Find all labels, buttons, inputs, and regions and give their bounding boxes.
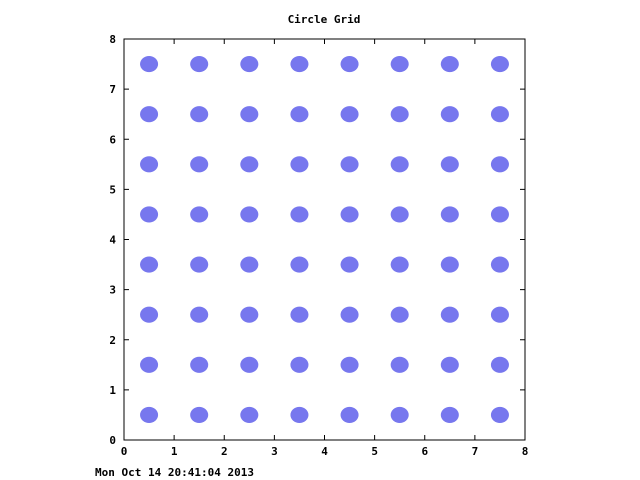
data-point	[140, 106, 159, 123]
y-tick-label: 2	[109, 334, 116, 347]
y-tick-label: 5	[109, 183, 116, 196]
data-point	[190, 306, 209, 323]
x-tick-label: 0	[121, 445, 128, 458]
data-point	[190, 56, 209, 73]
y-tick-label: 6	[109, 133, 116, 146]
data-point	[390, 56, 409, 73]
data-point	[240, 306, 259, 323]
data-point	[490, 106, 509, 123]
data-point	[390, 406, 409, 423]
data-point	[240, 256, 259, 273]
y-tick-label: 0	[109, 434, 116, 447]
data-point	[140, 306, 159, 323]
data-point	[390, 156, 409, 173]
x-tick-label: 8	[522, 445, 529, 458]
data-point	[290, 406, 309, 423]
data-point	[440, 156, 459, 173]
data-point	[340, 356, 359, 373]
data-point	[240, 156, 259, 173]
y-tick-label: 1	[109, 384, 116, 397]
data-point	[490, 156, 509, 173]
data-point	[140, 356, 159, 373]
data-point	[340, 56, 359, 73]
data-point	[490, 306, 509, 323]
data-point	[290, 56, 309, 73]
x-tick-label: 7	[472, 445, 479, 458]
x-tick-label: 2	[221, 445, 228, 458]
data-point	[190, 256, 209, 273]
data-point	[240, 56, 259, 73]
data-point	[190, 106, 209, 123]
data-point	[140, 206, 159, 223]
data-point	[340, 406, 359, 423]
data-point	[290, 206, 309, 223]
data-point	[490, 406, 509, 423]
data-point	[190, 356, 209, 373]
data-point	[440, 306, 459, 323]
plot-area-frame	[123, 38, 526, 441]
data-point	[290, 306, 309, 323]
data-point	[140, 56, 159, 73]
y-tick-label: 3	[109, 284, 116, 297]
data-point	[390, 256, 409, 273]
data-point	[440, 206, 459, 223]
data-point	[490, 56, 509, 73]
data-point	[140, 156, 159, 173]
data-point	[490, 206, 509, 223]
data-point	[340, 256, 359, 273]
data-point	[440, 56, 459, 73]
data-point	[240, 356, 259, 373]
data-point	[190, 406, 209, 423]
data-point	[490, 356, 509, 373]
data-point	[440, 356, 459, 373]
data-point	[290, 106, 309, 123]
x-tick-label: 1	[171, 445, 178, 458]
data-point	[290, 156, 309, 173]
data-points	[140, 56, 509, 423]
data-point	[190, 156, 209, 173]
data-point	[440, 256, 459, 273]
x-tick-label: 6	[421, 445, 428, 458]
data-point	[190, 206, 209, 223]
data-point	[340, 206, 359, 223]
x-tick-label: 4	[321, 445, 328, 458]
data-point	[340, 156, 359, 173]
data-point	[340, 306, 359, 323]
axis-ticks: 0 1 2 3 4 5 6 7 8 0 1 2 3 4 5 6 7 8	[109, 33, 528, 458]
data-point	[490, 256, 509, 273]
timestamp: Mon Oct 14 20:41:04 2013	[95, 466, 254, 479]
data-point	[390, 356, 409, 373]
chart-title: Circle Grid	[288, 13, 361, 26]
y-tick-label: 8	[109, 33, 116, 46]
x-tick-label: 3	[271, 445, 278, 458]
data-point	[240, 206, 259, 223]
data-point	[140, 406, 159, 423]
data-point	[340, 106, 359, 123]
y-tick-label: 7	[109, 83, 116, 96]
data-point	[240, 406, 259, 423]
data-point	[140, 256, 159, 273]
x-tick-label: 5	[371, 445, 378, 458]
data-point	[290, 356, 309, 373]
data-point	[390, 206, 409, 223]
data-point	[440, 406, 459, 423]
data-point	[390, 306, 409, 323]
data-point	[240, 106, 259, 123]
data-point	[440, 106, 459, 123]
y-tick-label: 4	[109, 234, 116, 247]
data-point	[290, 256, 309, 273]
data-point	[390, 106, 409, 123]
